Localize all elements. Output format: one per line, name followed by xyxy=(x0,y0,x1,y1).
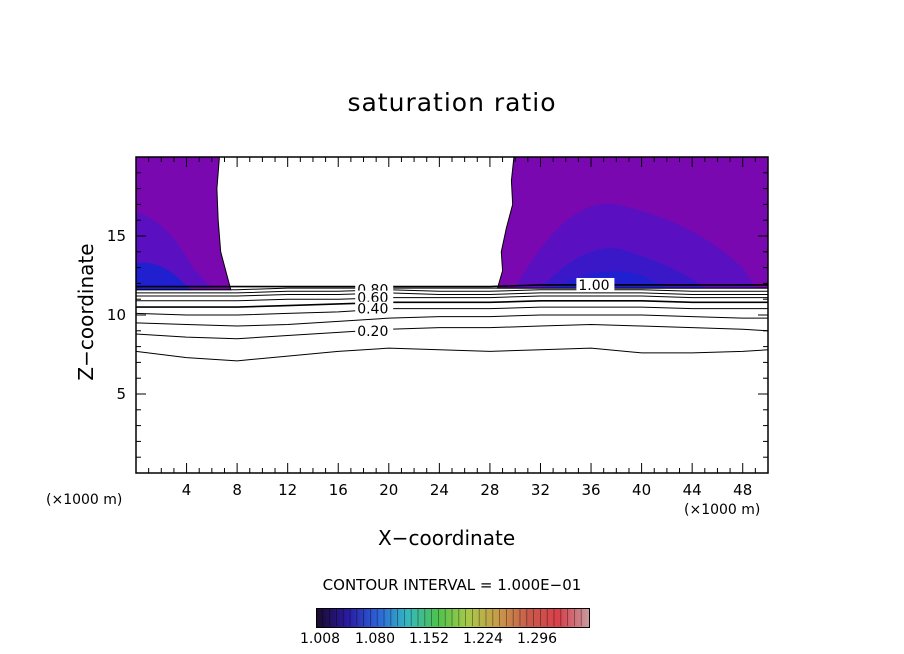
x-tick-label: 12 xyxy=(278,481,297,499)
x-tick-label: 16 xyxy=(329,481,348,499)
x-tick-label: 48 xyxy=(733,481,752,499)
contour-label: 1.00 xyxy=(578,278,609,294)
contour-line xyxy=(136,284,768,288)
y-axis-label: Z−coordinate xyxy=(74,243,98,381)
contour-label: 0.40 xyxy=(357,302,388,318)
contour-line xyxy=(136,299,768,308)
chart-title: saturation ratio xyxy=(347,88,557,117)
contour-line xyxy=(136,292,768,297)
x-axis-label: X−coordinate xyxy=(378,526,516,550)
contour-line xyxy=(136,287,768,291)
x-tick-label: 24 xyxy=(430,481,449,499)
contour-label-bg xyxy=(355,301,394,315)
contour-label: 0.20 xyxy=(357,324,388,340)
contour-interval-label: CONTOUR INTERVAL = 1.000E−01 xyxy=(322,576,582,594)
x-unit-label-right: (×1000 m) xyxy=(684,502,761,518)
colorbar-ticks xyxy=(322,608,582,626)
contour-line xyxy=(136,289,768,294)
x-tick-label: 4 xyxy=(182,481,192,499)
contour-line xyxy=(135,314,768,327)
x-tick-label: 8 xyxy=(232,481,242,499)
x-tick-label: 44 xyxy=(683,481,702,499)
contour-line xyxy=(135,323,769,340)
contour-label-bg xyxy=(355,323,394,337)
contour-line xyxy=(135,347,769,362)
colorbar-label: 1.296 xyxy=(517,631,558,647)
x-tick-label: 20 xyxy=(379,481,398,499)
y-tick-label: 10 xyxy=(107,306,126,324)
contour-line xyxy=(135,306,768,316)
contour-label-bg xyxy=(355,290,394,304)
x-tick-label: 36 xyxy=(581,481,600,499)
colorbar-label: 1.224 xyxy=(463,631,504,647)
colorbar-label: 1.152 xyxy=(409,631,450,647)
colorbar-label: 1.008 xyxy=(300,631,341,647)
contour-label-bg xyxy=(576,277,615,291)
filled-region-left-core xyxy=(136,262,191,290)
y-tick-label: 15 xyxy=(107,227,126,245)
colorbar-label: 1.080 xyxy=(355,631,396,647)
x-unit-label-left: (×1000 m) xyxy=(46,492,123,508)
y-tick-label: 5 xyxy=(116,385,126,403)
colorbar xyxy=(316,608,590,628)
x-tick-label: 32 xyxy=(531,481,550,499)
contour-line xyxy=(136,295,768,302)
x-tick-label: 40 xyxy=(632,481,651,499)
x-tick-label: 28 xyxy=(480,481,499,499)
